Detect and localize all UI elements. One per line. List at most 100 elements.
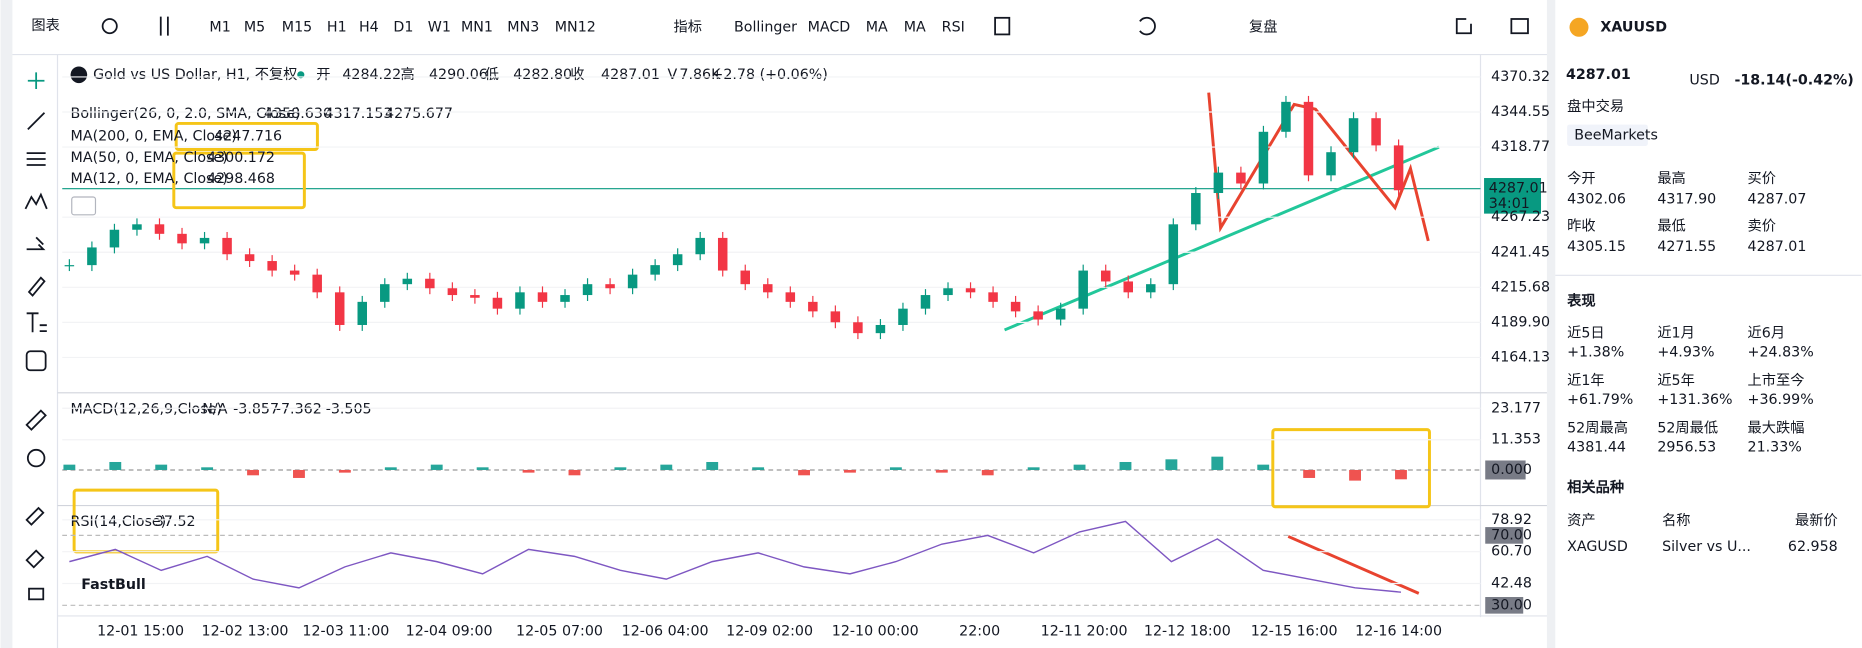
candle [1033, 311, 1043, 320]
share-icon[interactable] [1455, 18, 1472, 35]
candle [965, 288, 976, 293]
stat-label: 昨收 [1567, 218, 1595, 235]
magnet-tool[interactable] [25, 506, 45, 526]
stat-label: 最低 [1657, 218, 1685, 235]
timeframe-button[interactable]: W1 [428, 19, 451, 35]
indicators-button[interactable]: 指标 [673, 18, 701, 35]
emoji-tool[interactable] [25, 350, 47, 372]
change-value: +2.78 (+0.06%) [711, 67, 827, 83]
replay-button[interactable]: 复盘 [1249, 17, 1277, 35]
table-header: 资产 [1567, 512, 1595, 529]
rsi-axis-label: 60.70 [1491, 544, 1532, 560]
indicator-value: 4300.172 [207, 150, 275, 166]
candle [1258, 131, 1269, 184]
indicator-shortcut[interactable]: RSI [942, 19, 965, 35]
candle [763, 284, 773, 293]
time-axis-label: 12-02 13:00 [202, 623, 289, 639]
candle [1371, 118, 1381, 146]
candle [695, 237, 705, 255]
candle [1326, 152, 1336, 176]
macd-bar [384, 467, 397, 470]
time-axis-label: 12-12 18:00 [1144, 623, 1231, 639]
candle [177, 233, 187, 244]
timeframe-button[interactable]: MN1 [461, 19, 493, 35]
price-axis-label: 4189.90 [1491, 314, 1550, 330]
candle [402, 278, 413, 285]
collapse-button[interactable] [71, 196, 97, 216]
indicator-value: 4358.630 [264, 106, 332, 122]
timeframe-button[interactable]: M15 [282, 19, 312, 35]
performance-value: 4381.44 [1567, 439, 1626, 455]
highlight-box [174, 121, 319, 152]
indicator-value: 4275.677 [385, 106, 453, 122]
table-cell[interactable]: XAGUSD [1567, 539, 1628, 555]
chart-button[interactable]: 图表 [31, 17, 59, 34]
timeframe-button[interactable]: MN3 [507, 19, 539, 35]
projection-tool[interactable] [26, 236, 46, 251]
timeframe-button[interactable]: M1 [209, 19, 230, 35]
toolbar-icons[interactable] [101, 16, 1529, 36]
candle [1281, 101, 1291, 132]
indicator-label: RSI(14,Close) [71, 514, 167, 530]
crosshair-tool[interactable] [27, 72, 45, 90]
timeframe-button[interactable]: H4 [359, 19, 379, 35]
pattern-tool[interactable] [24, 192, 48, 210]
table-cell[interactable]: 62.958 [1788, 539, 1838, 555]
price-axis-label: 4241.45 [1491, 244, 1550, 260]
performance-label: 上市至今 [1748, 372, 1805, 389]
section-title: 表现 [1567, 291, 1595, 309]
timeframe-button[interactable]: MN12 [555, 19, 596, 35]
eraser-tool[interactable] [25, 549, 45, 569]
undo-icon[interactable] [1139, 16, 1156, 36]
macd-bar [476, 467, 489, 470]
ruler-tool[interactable] [25, 409, 47, 431]
candle [785, 292, 796, 302]
macd-bar [614, 467, 627, 470]
stat-value: 4287.01 [1748, 239, 1807, 255]
ohlc-label: 高 [400, 66, 414, 83]
search-icon[interactable] [101, 18, 118, 35]
candle-icon[interactable] [159, 16, 169, 36]
annotation-arrow [1207, 92, 1430, 242]
indicator-shortcut[interactable]: Bollinger [734, 19, 797, 35]
time-axis-label: 12-04 09:00 [406, 623, 493, 639]
macd-bar [522, 469, 535, 473]
brush-tool[interactable] [27, 276, 46, 297]
timeframe-button[interactable]: H1 [327, 19, 347, 35]
candle [1191, 193, 1201, 225]
ohlc-value: 7.86K [679, 67, 721, 83]
indicator-shortcut[interactable]: MA [866, 19, 888, 35]
timeframe-button[interactable]: D1 [393, 19, 413, 35]
indicator-shortcut[interactable]: MA [904, 19, 926, 35]
layout-icon[interactable] [994, 16, 1011, 36]
fullscreen-icon[interactable] [1510, 18, 1529, 35]
time-axis-label: 12-01 15:00 [97, 623, 184, 639]
lock-tool[interactable] [28, 587, 45, 601]
stat-value: 4271.55 [1657, 239, 1716, 255]
fib-tool[interactable] [26, 152, 46, 166]
price-axis-label: 4370.32 [1491, 69, 1550, 85]
table-cell[interactable]: Silver vs U... [1662, 539, 1751, 555]
session: 盘中交易 [1567, 97, 1624, 115]
performance-value: +1.38% [1567, 344, 1624, 360]
time-axis-label: 12-10 00:00 [832, 623, 919, 639]
zoom-tool[interactable] [26, 448, 46, 468]
line-tool[interactable] [27, 112, 46, 130]
macd-bar [889, 467, 902, 470]
axis-badge [1485, 460, 1526, 480]
macd-bar [752, 467, 765, 470]
candle [1348, 118, 1359, 153]
price-axis-label: 4267.23 [1491, 209, 1550, 225]
text-tool[interactable] [26, 312, 47, 333]
rsi-line [69, 520, 1402, 593]
rsi-axis-label: 42.48 [1491, 576, 1532, 592]
candle [1055, 308, 1066, 320]
performance-label: 近5年 [1657, 372, 1695, 389]
timeframe-button[interactable]: M5 [244, 19, 265, 35]
candle [1010, 301, 1021, 312]
drawing-tools[interactable] [24, 72, 48, 601]
indicator-shortcut[interactable]: MACD [808, 19, 851, 35]
macd-bar [1073, 464, 1086, 470]
performance-value: 21.33% [1748, 439, 1802, 455]
